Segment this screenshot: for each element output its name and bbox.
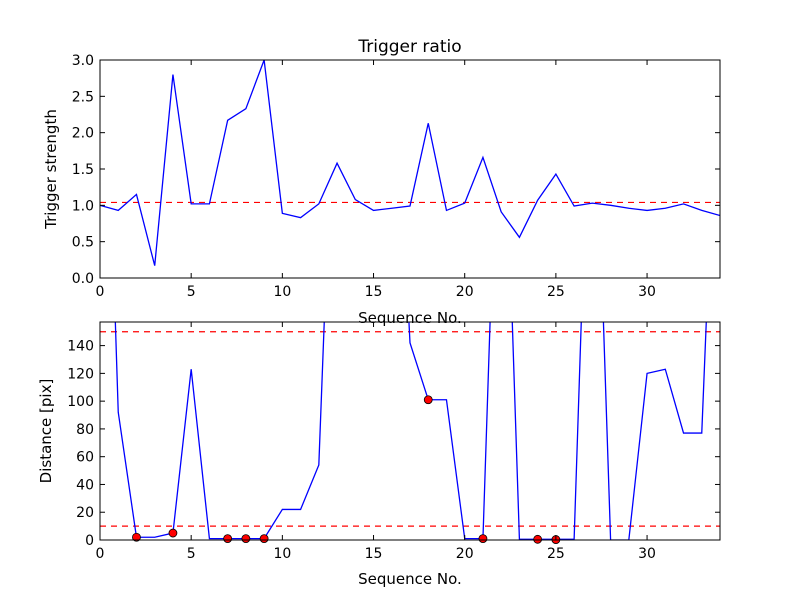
x-tick-label: 10 [273, 546, 291, 562]
y-tick-label: 120 [67, 366, 94, 382]
chart-distance: 0 5 10 15 20 25 30 0 20 40 60 80 100 120 140 Sequence … [37, 321, 721, 588]
x-tick-label: 25 [547, 546, 565, 562]
y-tick-label: 3.0 [72, 53, 94, 69]
x-tick-label: 20 [456, 546, 474, 562]
x-tick-label: 5 [187, 546, 196, 562]
data-point-marker [132, 532, 141, 542]
plot-area-top [100, 60, 720, 266]
y-tick-label: 0 [85, 533, 94, 549]
x-tick-label: 30 [638, 284, 656, 300]
x-tick-label: 30 [638, 546, 656, 562]
y-tick-label: 2.5 [72, 89, 94, 105]
y-tick-label: 20 [76, 505, 94, 521]
y-tick-label: 140 [67, 339, 94, 355]
y-tick-label: 2.0 [72, 126, 94, 142]
y-axis-title-top: Trigger strength [42, 109, 60, 230]
y-tick-label: 40 [76, 477, 94, 493]
x-axis-title-bottom: Sequence No. [358, 570, 462, 588]
data-point-marker [241, 534, 251, 544]
x-tick-label: 15 [365, 284, 383, 300]
data-point-marker [533, 534, 543, 544]
data-point-marker [423, 395, 433, 405]
x-tick-label: 25 [547, 284, 565, 300]
axes-frame-bottom [99, 321, 721, 541]
y-tick-label: 60 [76, 450, 94, 466]
data-point-marker [259, 534, 269, 544]
series-line-bottom-0 [114, 322, 707, 540]
x-tick-label: 0 [96, 284, 105, 300]
x-tick-label: 5 [187, 284, 196, 300]
data-point-marker [168, 528, 178, 538]
y-tick-label: 0.0 [72, 271, 94, 287]
data-point-marker [478, 534, 488, 544]
data-point-marker [223, 534, 233, 544]
axes-top: 0 5 10 15 20 25 30 0.0 0.5 1.0 1.5 2.0 2.5 3.0 [72, 53, 720, 300]
y-tick-label: 1.0 [72, 198, 94, 214]
y-tick-label: 100 [67, 394, 94, 410]
y-tick-label: 80 [76, 422, 94, 438]
y-tick-label: 1.5 [72, 162, 94, 178]
chart-title: Trigger ratio [357, 37, 461, 57]
x-tick-label: 0 [96, 546, 105, 562]
y-axis-title-bottom: Distance [pix] [37, 379, 55, 484]
y-tick-label: 0.5 [72, 235, 94, 251]
axes-bottom: 0 5 10 15 20 25 30 0 20 40 60 80 100 120 140 [67, 322, 720, 562]
x-tick-label: 10 [273, 284, 291, 300]
plot-area-bottom [100, 322, 720, 544]
x-tick-label: 15 [365, 546, 383, 562]
x-tick-label: 20 [456, 284, 474, 300]
series-line-top-0 [100, 60, 720, 266]
chart-trigger-ratio: Trigger ratio 0 5 10 15 20 25 30 0.0 0.5 1.0 1.5 2.… [42, 37, 721, 327]
